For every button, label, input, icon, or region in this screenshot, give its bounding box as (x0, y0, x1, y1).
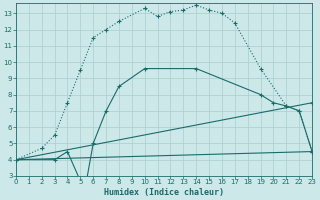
X-axis label: Humidex (Indice chaleur): Humidex (Indice chaleur) (104, 188, 224, 197)
